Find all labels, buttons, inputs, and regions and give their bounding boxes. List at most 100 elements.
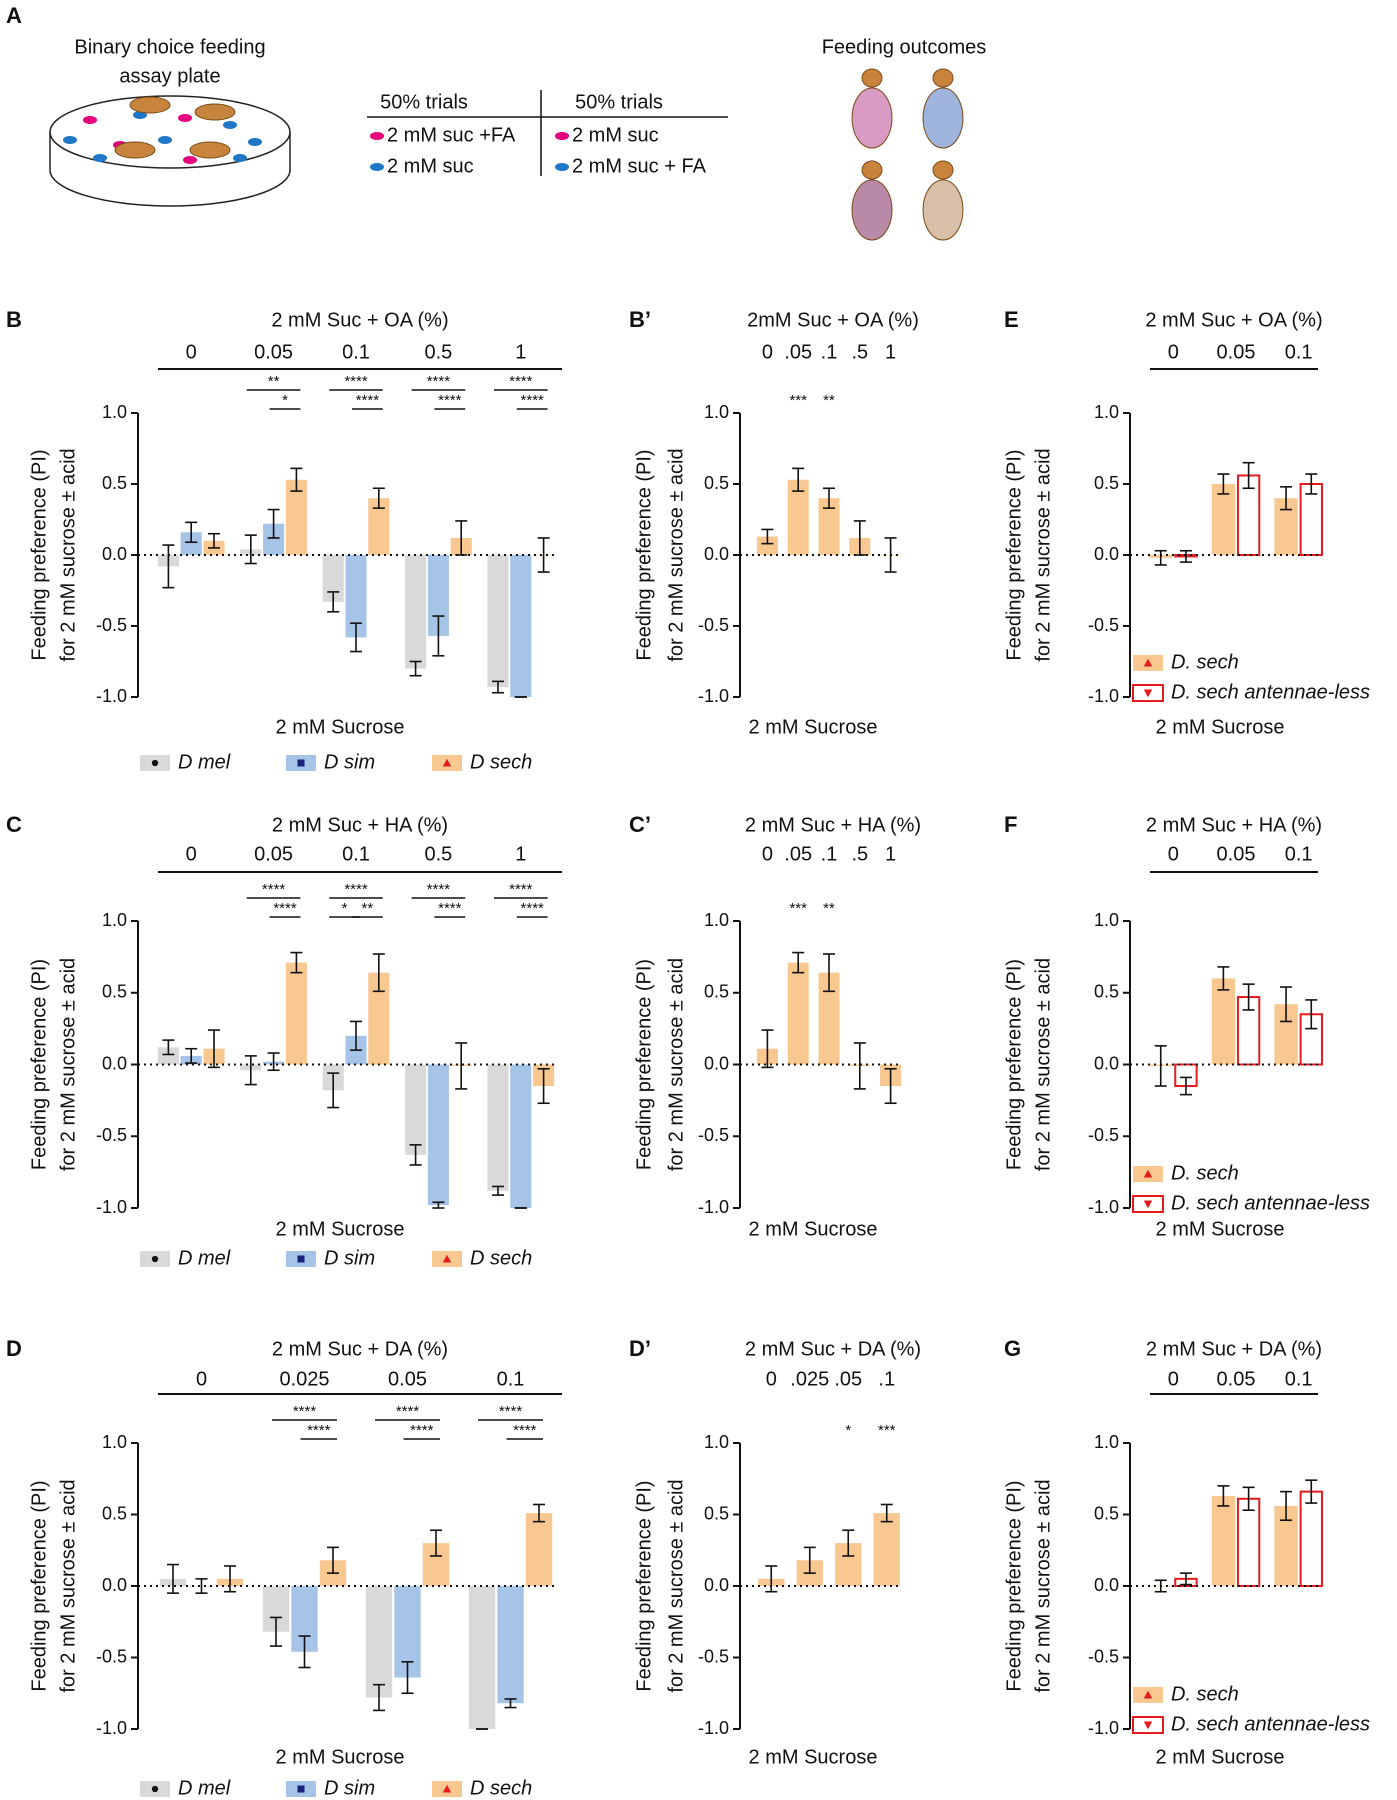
error-bar [1179, 1076, 1192, 1096]
legend-label: D sech [470, 1247, 532, 1269]
error-bar [504, 1698, 517, 1709]
bar [285, 479, 307, 555]
y-tick-label: 0.5 [102, 1503, 127, 1523]
error-bar [1179, 1572, 1192, 1586]
error-bar [880, 1503, 893, 1523]
legend-label: D sim [324, 1247, 375, 1269]
x-axis-label: 2 mM Sucrose [749, 1746, 878, 1768]
error-bar [401, 1660, 414, 1695]
chart-panel: E 2 mM Suc + OA (%) 0 0.05 0.1 1.0 0.5 0.0 -0.5 -… [1003, 307, 1370, 738]
bar [1274, 1004, 1298, 1065]
y-tick-label: 0.5 [1094, 473, 1119, 493]
y-tick-label: -0.5 [698, 1646, 729, 1666]
legend-marker [151, 759, 159, 767]
legend-marker [297, 759, 305, 767]
y-tick-label: 0.5 [704, 982, 729, 1002]
panel-letter: E [1004, 307, 1019, 332]
error-bar [884, 537, 897, 573]
y-tick-label: 1.0 [102, 910, 127, 930]
error-bar [491, 1185, 504, 1196]
error-bar [792, 467, 805, 492]
group-label: 0 [762, 843, 773, 865]
bar [1236, 1497, 1261, 1588]
error-bar [803, 1546, 816, 1574]
legend-label: D. sech [1171, 1683, 1239, 1705]
significance: **** [344, 881, 368, 898]
error-bar [537, 537, 550, 573]
legend-marker [1143, 658, 1153, 667]
y-tick-label: -1.0 [698, 686, 729, 706]
significance: *** [878, 1422, 896, 1439]
group-label: .1 [821, 341, 838, 363]
bar [427, 1064, 449, 1206]
y-tick-label: -1.0 [698, 1718, 729, 1738]
error-bar [1280, 486, 1293, 511]
chart-title: 2 mM Suc + HA (%) [272, 814, 448, 836]
bar [322, 555, 344, 602]
group-label: 0.1 [497, 1368, 525, 1390]
legend-label: D mel [178, 1247, 231, 1269]
legend-label: D. sech antennae-less [1171, 1192, 1370, 1214]
chart-panel: B’ 2mM Suc + OA (%) 0 .05 .1 .5 1 1.0 0.5 0.0 -0.5… [629, 307, 919, 738]
y-tick-label: -1.0 [1088, 1718, 1119, 1738]
bar [487, 1064, 509, 1191]
bar [756, 536, 778, 555]
bar [368, 972, 390, 1065]
x-axis-label: 2 mM Sucrose [1156, 716, 1285, 738]
chart-title: 2mM Suc + OA (%) [747, 309, 919, 331]
legend-marker [1143, 689, 1153, 698]
bar [365, 1586, 393, 1698]
group-label: 0.05 [1217, 1368, 1256, 1390]
y-tick-label: 0.5 [102, 473, 127, 493]
bar [510, 555, 532, 697]
group-label: 0.05 [254, 843, 293, 865]
bar [818, 498, 840, 555]
error-bar [409, 660, 422, 677]
y-tick-label: -1.0 [698, 1197, 729, 1217]
error-bar [432, 1201, 445, 1209]
panel-letter: A [6, 3, 22, 28]
y-tick-label: -0.5 [96, 1125, 127, 1145]
outcomes-title: Feeding outcomes [822, 36, 987, 58]
y-axis-label: for 2 mM sucrose ± acid [57, 958, 79, 1171]
y-axis-label: for 2 mM sucrose ± acid [57, 1479, 79, 1692]
panel-letter: B’ [629, 307, 651, 332]
y-axis-label: Feeding preference (PI) [28, 449, 50, 660]
error-bar [1217, 966, 1230, 991]
legend-label: D sech [470, 1777, 532, 1799]
error-bar [537, 1068, 550, 1105]
y-axis-label: Feeding preference (PI) [633, 1480, 655, 1691]
trial-header: 50% trials [575, 91, 663, 113]
error-bar [853, 1042, 866, 1090]
error-bar [327, 591, 340, 613]
error-bar [372, 487, 385, 509]
significance: **** [307, 1422, 331, 1439]
error-bar [765, 1565, 778, 1593]
group-label: .5 [851, 843, 868, 865]
group-label: 0 [186, 341, 197, 363]
panel-letter: C [6, 812, 22, 837]
error-bar [267, 508, 280, 539]
legend-marker [151, 1785, 159, 1793]
y-tick-label: -0.5 [1088, 1646, 1119, 1666]
group-label: 0 [186, 843, 197, 865]
error-bar [761, 1029, 774, 1069]
chart-panel: F 2 mM Suc + HA (%) 0 0.05 0.1 1.0 0.5 0.0 -0.5 -… [1003, 812, 1370, 1240]
bar [787, 479, 809, 555]
dot-magenta [555, 132, 569, 140]
y-tick-label: 0.5 [102, 982, 127, 1002]
y-tick-label: -0.5 [698, 615, 729, 635]
error-bar [224, 1565, 237, 1593]
error-bar [1305, 1479, 1318, 1504]
group-label: 0.05 [1217, 341, 1256, 363]
significance: * [845, 1422, 851, 1439]
error-bar [372, 953, 385, 993]
error-bar [208, 1029, 221, 1069]
error-bar [269, 1616, 282, 1647]
panel-letter: G [1004, 1336, 1021, 1361]
legend-marker [1143, 1721, 1153, 1730]
group-label: .05 [784, 341, 812, 363]
error-bar [1305, 999, 1318, 1030]
y-tick-label: -0.5 [96, 615, 127, 635]
y-tick-label: 1.0 [704, 910, 729, 930]
